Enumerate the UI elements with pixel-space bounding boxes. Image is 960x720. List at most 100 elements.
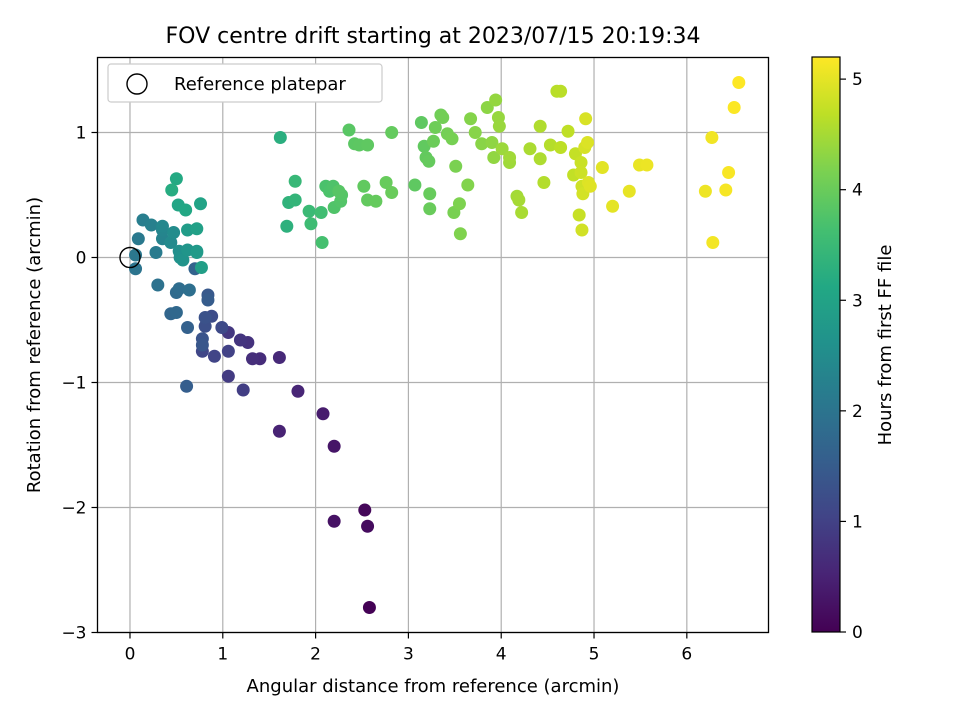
data-point: [129, 262, 143, 276]
data-point: [195, 338, 209, 352]
data-point: [503, 151, 517, 164]
data-point: [272, 351, 286, 364]
data-point: [180, 379, 194, 393]
data-point: [315, 236, 329, 249]
data-point: [144, 218, 158, 232]
data-point: [572, 208, 586, 222]
data-point: [422, 154, 436, 168]
data-point: [385, 126, 399, 139]
y-tick-label: 0: [76, 249, 87, 269]
data-point: [492, 119, 506, 133]
data-point: [314, 206, 328, 219]
data-point: [487, 151, 501, 164]
data-point: [575, 223, 589, 237]
data-point: [698, 184, 712, 198]
data-point: [719, 183, 733, 197]
data-point: [533, 152, 547, 166]
data-point: [468, 126, 482, 139]
data-point: [436, 111, 450, 124]
data-point: [233, 333, 247, 347]
data-point: [194, 197, 208, 211]
data-point: [595, 161, 609, 174]
y-tick-label: −2: [61, 499, 86, 519]
y-axis-label: Rotation from reference (arcmin): [24, 197, 45, 493]
data-point: [155, 219, 169, 233]
x-axis-label: Angular distance from reference (arcmin): [247, 676, 620, 697]
data-point: [327, 514, 341, 528]
data-point: [172, 282, 186, 296]
data-point: [533, 119, 547, 133]
data-point: [149, 246, 163, 259]
data-point: [581, 136, 595, 149]
data-point: [245, 352, 259, 366]
x-tick-label: 6: [681, 645, 692, 665]
data-point: [207, 349, 221, 363]
data-point: [706, 236, 720, 249]
y-axis-ticks: −3 −2 −1 0 1: [61, 124, 98, 644]
plot-grid: [97, 57, 769, 634]
colorbar-tick-label: 1: [852, 512, 863, 532]
data-point: [151, 278, 165, 292]
x-axis-ticks: 0 1 2 3 4 5 6: [125, 632, 692, 665]
data-point: [379, 176, 393, 189]
data-point: [288, 174, 302, 188]
data-point: [414, 116, 428, 129]
data-point: [221, 369, 235, 383]
data-point: [554, 141, 568, 154]
data-point: [273, 131, 287, 144]
chart-title: FOV centre drift starting at 2023/07/15 …: [166, 24, 701, 49]
data-point: [452, 197, 466, 211]
y-tick-label: 1: [76, 124, 87, 144]
data-point: [327, 439, 341, 453]
data-point: [515, 206, 529, 219]
data-point: [453, 227, 467, 241]
data-point: [357, 179, 371, 193]
data-point: [543, 138, 557, 152]
x-tick-label: 1: [217, 645, 228, 665]
data-point: [291, 384, 305, 398]
data-point: [461, 178, 475, 192]
data-point: [512, 193, 526, 207]
data-point: [428, 121, 442, 134]
data-point: [272, 424, 286, 438]
legend-entry-reference-platepar: Reference platepar: [174, 74, 346, 95]
data-point: [705, 131, 719, 144]
colorbar-tick-label: 0: [852, 623, 863, 643]
data-point: [727, 101, 741, 114]
colorbar-tick-label: 4: [852, 181, 863, 201]
x-tick-label: 0: [125, 645, 136, 665]
data-point: [176, 253, 190, 267]
data-point: [445, 132, 459, 146]
data-point: [640, 158, 654, 172]
data-point: [574, 156, 588, 169]
data-point: [583, 179, 597, 193]
data-point: [288, 193, 302, 207]
colorbar-tick-label: 2: [852, 402, 863, 422]
data-point: [190, 222, 204, 236]
data-point: [169, 306, 183, 319]
data-point: [495, 142, 509, 156]
data-point: [523, 142, 537, 156]
data-point: [554, 84, 568, 98]
data-point: [179, 203, 193, 217]
plot-points: [119, 76, 746, 614]
data-point: [182, 283, 196, 297]
data-point: [361, 138, 375, 152]
data-point: [167, 226, 181, 239]
data-point: [426, 134, 440, 148]
data-point: [408, 178, 422, 192]
colorbar-label: Hours from first FF file: [875, 245, 896, 446]
data-point: [622, 184, 636, 198]
data-point: [362, 601, 376, 614]
data-point: [181, 321, 195, 334]
data-point: [489, 93, 503, 107]
plot-frame: [96, 56, 770, 634]
data-point: [423, 202, 437, 216]
data-point: [165, 183, 179, 197]
data-point: [236, 383, 250, 397]
data-point: [385, 186, 399, 199]
data-point: [537, 176, 551, 189]
data-point: [198, 311, 212, 324]
data-point: [201, 293, 215, 307]
